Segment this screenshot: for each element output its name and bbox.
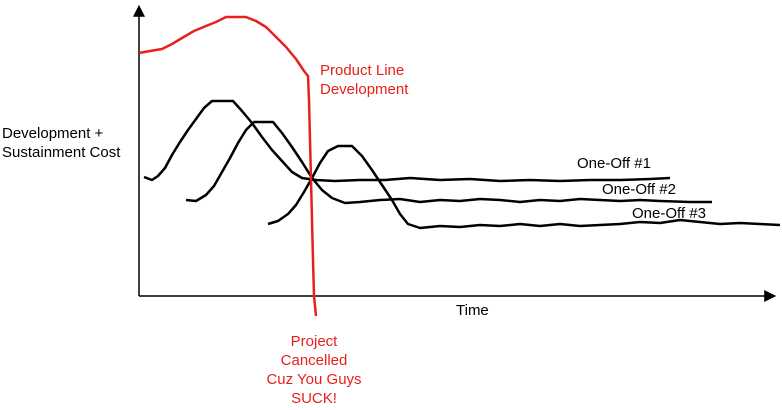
cancel-label-line-1: Project [291, 333, 339, 350]
cancel-label-line-3: Cuz You Guys [266, 371, 361, 388]
one-off-3-curve [267, 144, 781, 230]
cancel-label-line-2: Cancelled [281, 352, 348, 369]
one-off-1-curve [143, 99, 671, 183]
x-axis-label: Time [456, 302, 489, 319]
y-axis-label-line-1: Development + [2, 125, 104, 142]
y-axis-label-line-2: Sustainment Cost [2, 144, 121, 161]
one-off-3-label: One-Off #3 [632, 205, 706, 222]
cancel-label-line-4: SUCK! [291, 390, 337, 407]
one-off-2-curve [185, 120, 712, 205]
product-line-label-line-2: Development [320, 81, 409, 98]
product-line-label-line-1: Product Line [320, 62, 404, 79]
one-off-1-label: One-Off #1 [577, 155, 651, 172]
one-off-2-label: One-Off #2 [602, 181, 676, 198]
product-line-curve [138, 15, 318, 317]
